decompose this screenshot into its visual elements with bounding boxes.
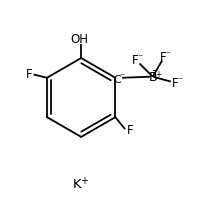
Text: F: F xyxy=(132,54,138,67)
Text: F: F xyxy=(172,77,179,90)
Text: K: K xyxy=(73,177,81,190)
Text: 3+: 3+ xyxy=(152,69,163,78)
Text: F: F xyxy=(127,124,134,137)
Text: ⁻: ⁻ xyxy=(165,50,170,60)
Text: ⁻: ⁻ xyxy=(119,72,124,82)
Text: F: F xyxy=(25,68,32,81)
Text: ⁻: ⁻ xyxy=(138,53,143,63)
Text: +: + xyxy=(80,175,88,185)
Text: ⁻: ⁻ xyxy=(178,75,183,85)
Text: F: F xyxy=(159,51,166,64)
Text: OH: OH xyxy=(70,33,88,45)
Text: C: C xyxy=(114,74,122,84)
Text: B: B xyxy=(149,71,157,84)
